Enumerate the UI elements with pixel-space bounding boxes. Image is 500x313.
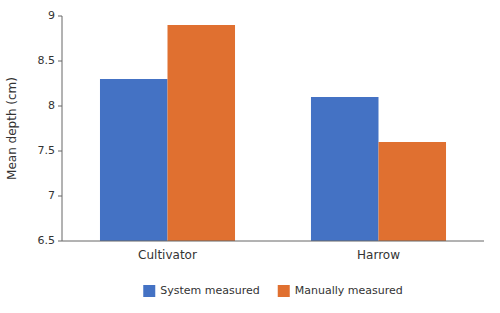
y-axis-line xyxy=(62,16,63,241)
y-tick-label: 7 xyxy=(48,189,55,202)
x-tick-label: Cultivator xyxy=(138,248,197,262)
bar xyxy=(311,97,379,241)
legend-label: Manually measured xyxy=(295,284,403,297)
legend-label: System measured xyxy=(160,284,259,297)
legend-item: System measured xyxy=(143,284,259,297)
y-tick xyxy=(58,16,62,17)
x-tick-label: Harrow xyxy=(357,248,400,262)
y-tick xyxy=(58,151,62,152)
y-tick-label: 8 xyxy=(48,99,55,112)
y-tick xyxy=(58,61,62,62)
chart: 6.5 7 7.5 8 8.5 9 Cultivator Harrow Mean depth (… xyxy=(0,0,500,313)
bar xyxy=(100,79,168,241)
bars xyxy=(100,25,446,241)
y-tick xyxy=(58,196,62,197)
y-axis-label: Mean depth (cm) xyxy=(5,77,19,180)
y-tick-label: 9 xyxy=(48,9,55,22)
y-tick-label: 7.5 xyxy=(38,144,56,157)
x-axis-line xyxy=(62,241,484,242)
legend-item: Manually measured xyxy=(278,284,403,297)
legend-swatch xyxy=(143,285,155,297)
y-tick-label: 8.5 xyxy=(38,54,56,67)
y-tick xyxy=(58,241,62,242)
y-tick-label: 6.5 xyxy=(38,234,56,247)
bar xyxy=(168,25,236,241)
bar xyxy=(379,142,447,241)
y-tick xyxy=(58,106,62,107)
legend: System measured Manually measured xyxy=(143,284,402,297)
legend-swatch xyxy=(278,285,290,297)
